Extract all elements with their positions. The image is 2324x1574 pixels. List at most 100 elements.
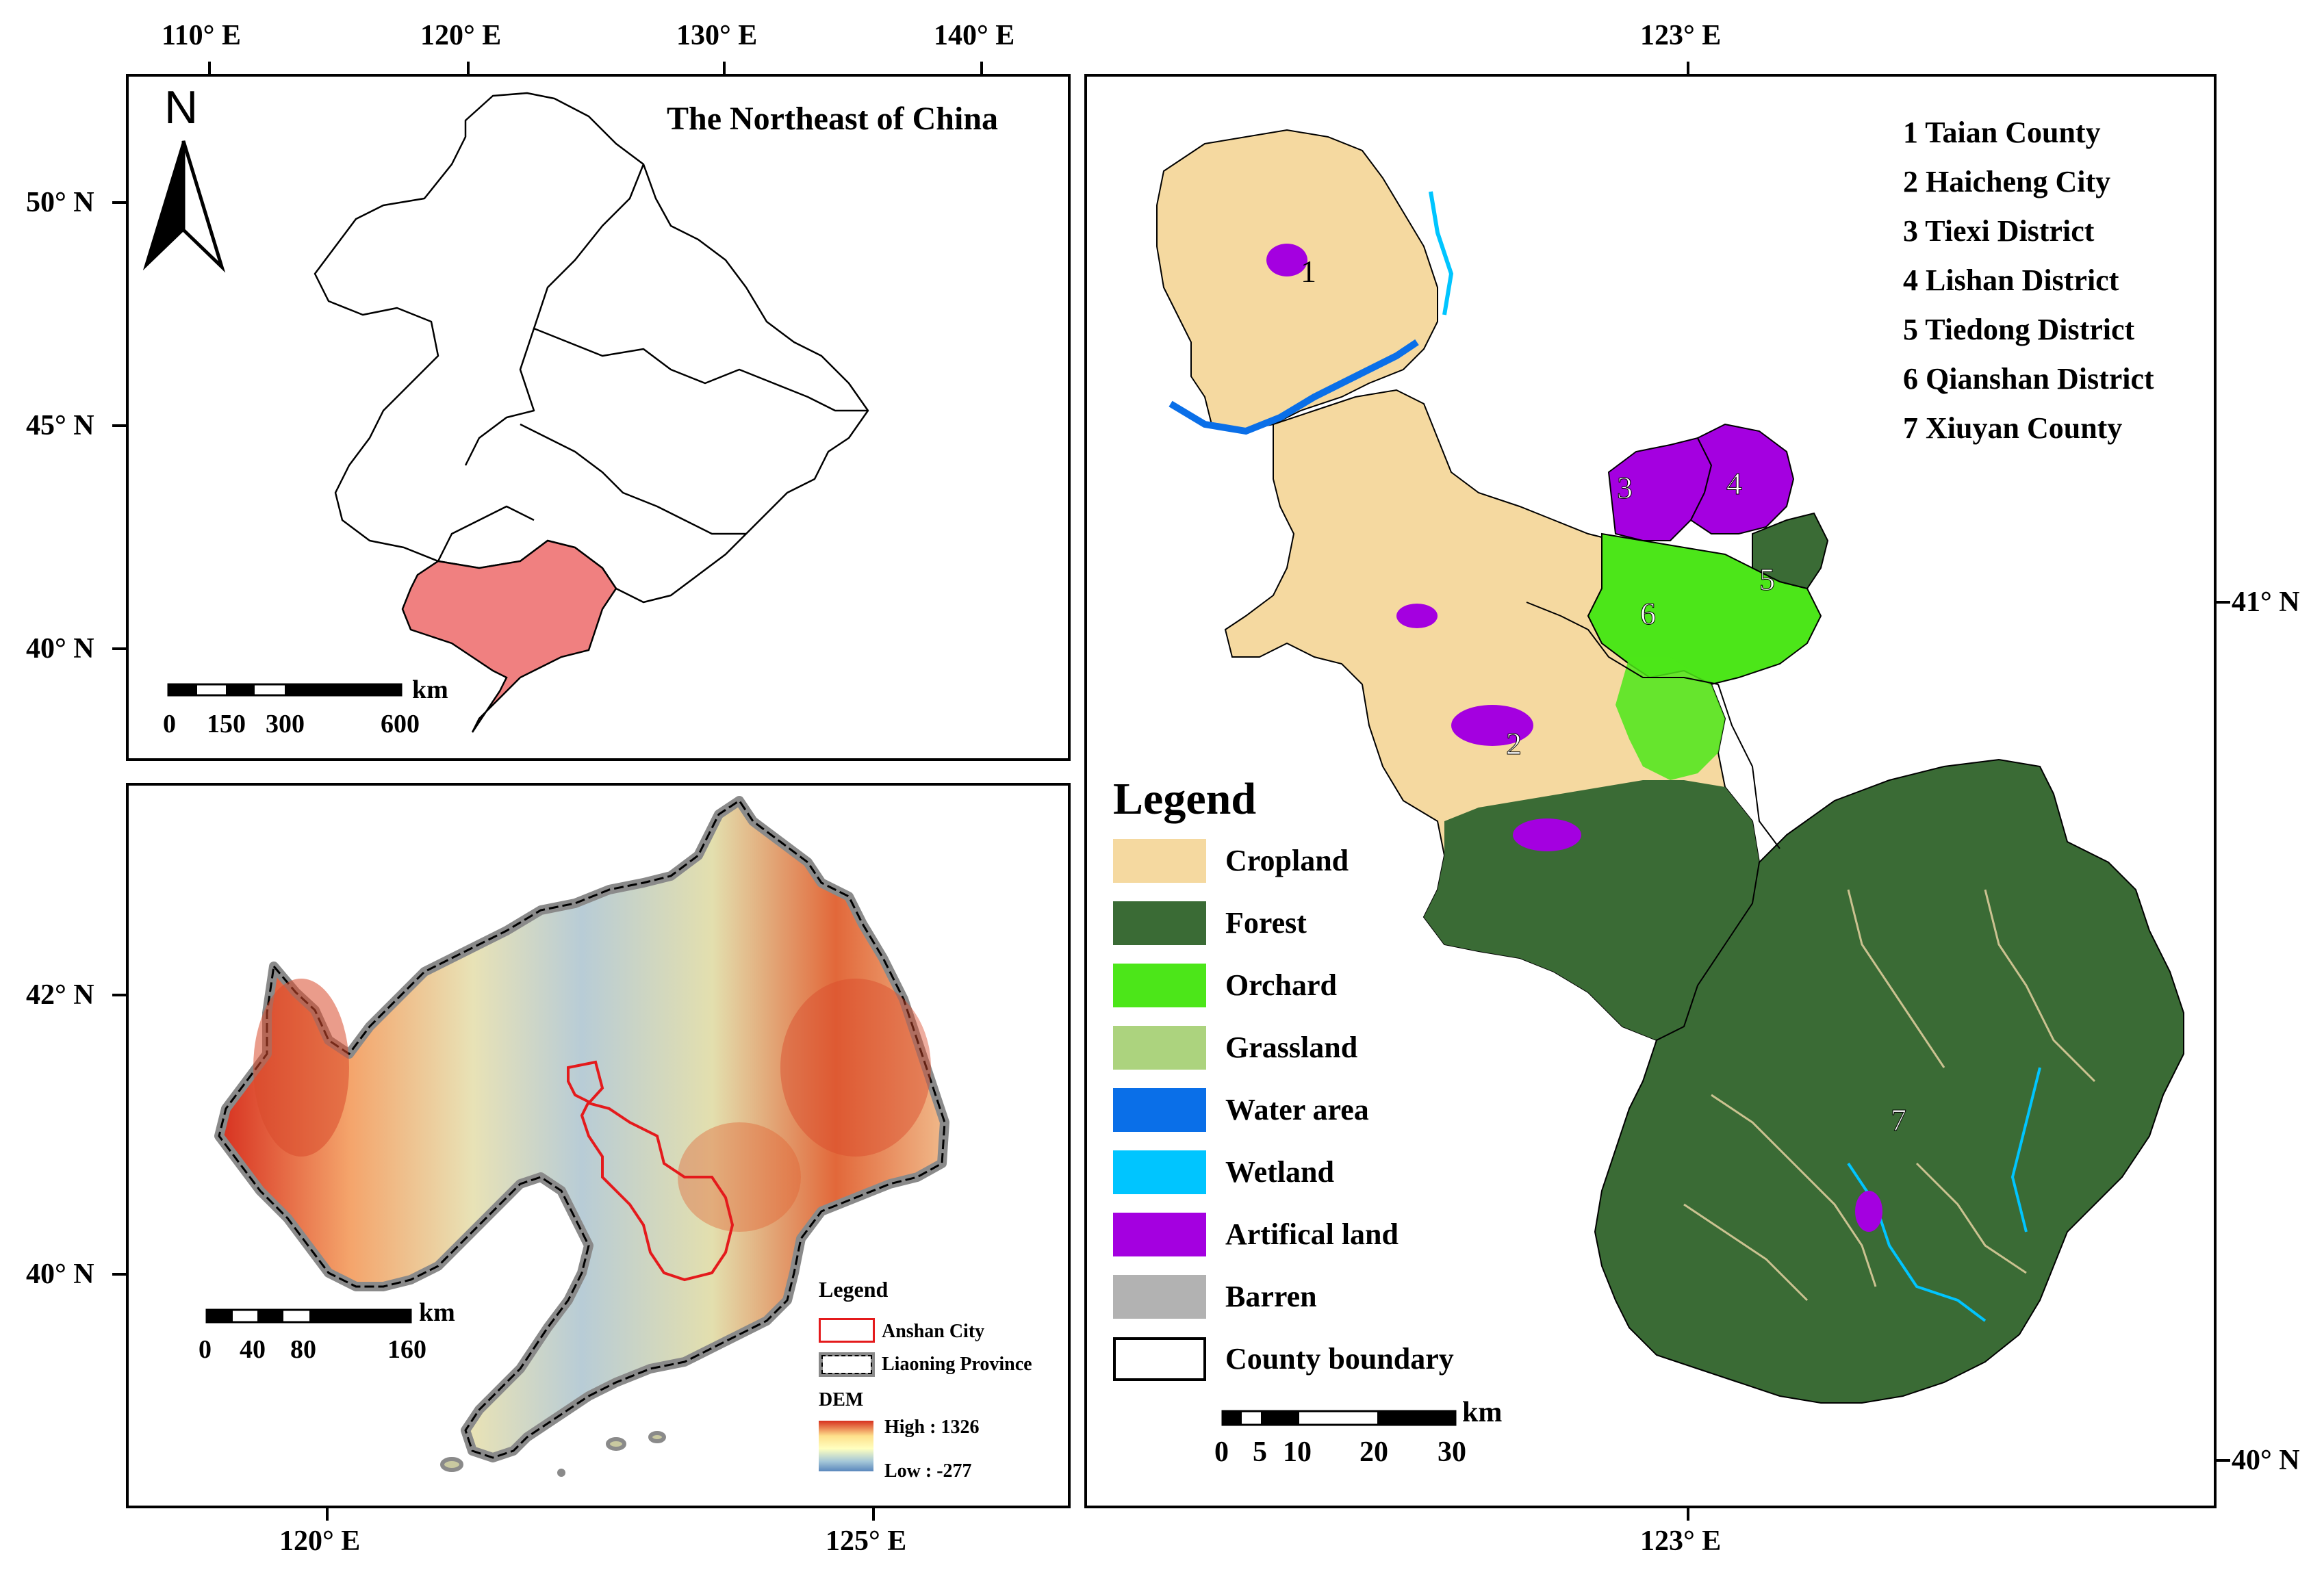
- tick-mark: [112, 424, 127, 427]
- county-list-item: 7 Xiuyan County: [1903, 411, 2123, 445]
- latitude-label: 50° N: [26, 187, 94, 218]
- latitude-label: 40° N: [26, 1259, 94, 1290]
- tick-mark: [872, 1507, 875, 1521]
- county-list-item: 2 Haicheng City: [1903, 165, 2111, 198]
- county-list: 1 Taian County 2 Haicheng City 3 Tiexi D…: [1903, 115, 2204, 457]
- scale-label: 160: [387, 1335, 426, 1364]
- panel-title: The Northeast of China: [667, 101, 999, 137]
- legend-row: Water area: [1113, 1088, 1537, 1139]
- scale-label: 10: [1283, 1436, 1312, 1468]
- scale-label: 30: [1438, 1436, 1466, 1468]
- legend-swatch: [1113, 901, 1206, 945]
- legend-label: Grassland: [1225, 1031, 1358, 1064]
- latitude-label: 40° N: [2232, 1445, 2300, 1476]
- county-number-marker: 4: [1726, 466, 1743, 502]
- scale-label: 300: [266, 710, 305, 738]
- scale-label: 5: [1253, 1436, 1267, 1468]
- county-list-item: 1 Taian County: [1903, 116, 2101, 149]
- scale-label: 20: [1359, 1436, 1388, 1468]
- scale-label: 0: [199, 1335, 212, 1364]
- legend-label: County boundary: [1225, 1342, 1454, 1376]
- dem-legend-title: DEM: [819, 1389, 864, 1410]
- landuse-legend: Legend Cropland Forest Orchard Grassland…: [1113, 773, 1551, 1389]
- legend-label: Forest: [1225, 906, 1307, 940]
- legend-swatch: [1113, 1150, 1206, 1194]
- legend-label: Artifical land: [1225, 1217, 1399, 1251]
- latitude-label: 42° N: [26, 979, 94, 1011]
- county-number-marker: 5: [1759, 562, 1776, 597]
- latitude-label: 40° N: [26, 633, 94, 665]
- longitude-label: 120° E: [420, 20, 502, 51]
- scale-label: 0: [1214, 1436, 1229, 1468]
- tick-mark: [112, 994, 127, 996]
- legend-row: Orchard: [1113, 964, 1537, 1014]
- north-label: N: [164, 81, 199, 133]
- legend-label: Anshan City: [882, 1321, 985, 1342]
- legend-label: Cropland: [1225, 844, 1349, 877]
- county-number-marker: 3: [1617, 470, 1633, 506]
- legend-swatch: [1113, 964, 1206, 1007]
- county-list-item: 6 Qianshan District: [1903, 362, 2154, 396]
- county-list-item: 4 Lishan District: [1903, 263, 2119, 297]
- legend-swatch: [1113, 839, 1206, 883]
- scale-label: 600: [381, 710, 420, 738]
- legend-row: Barren: [1113, 1275, 1537, 1326]
- scale-unit: km: [419, 1298, 455, 1327]
- county-number-marker: 2: [1506, 726, 1522, 762]
- legend-row: Forest: [1113, 901, 1537, 952]
- tick-mark: [112, 201, 127, 204]
- scale-label: 80: [290, 1335, 316, 1364]
- tick-mark: [980, 62, 983, 75]
- longitude-label: 140° E: [934, 20, 1015, 51]
- tick-mark: [2215, 1459, 2230, 1462]
- legend-label: Water area: [1225, 1093, 1369, 1126]
- legend-row: Artifical land: [1113, 1213, 1537, 1263]
- legend-title: Legend: [1113, 774, 1257, 824]
- longitude-label: 123° E: [1640, 1525, 1722, 1557]
- legend-row: Wetland: [1113, 1150, 1537, 1201]
- longitude-label: 110° E: [162, 20, 241, 51]
- anshan-boundary: [567, 1060, 735, 1282]
- longitude-label: 130° E: [676, 20, 758, 51]
- latitude-label: 45° N: [26, 410, 94, 441]
- longitude-label: 120° E: [279, 1525, 361, 1557]
- tick-mark: [208, 62, 211, 75]
- scale-label: 150: [207, 710, 246, 738]
- tick-mark: [1687, 1507, 1689, 1521]
- tick-mark: [1687, 62, 1689, 75]
- latitude-label: 41° N: [2232, 586, 2300, 618]
- county-number-marker: 6: [1640, 596, 1657, 632]
- dem-high-label: High : 1326: [884, 1417, 980, 1438]
- legend-swatch: [1113, 1275, 1206, 1319]
- tick-mark: [112, 1273, 127, 1276]
- scale-unit: km: [1462, 1397, 1503, 1428]
- county-list-item: 3 Tiexi District: [1903, 214, 2095, 248]
- tick-mark: [326, 1507, 329, 1521]
- legend-label: Liaoning Province: [882, 1354, 1032, 1375]
- legend-swatch: [1113, 1026, 1206, 1070]
- tick-mark: [467, 62, 470, 75]
- legend-title: Legend: [819, 1277, 889, 1302]
- legend-label: Orchard: [1225, 968, 1337, 1002]
- anshan-legend-swatch: [819, 1318, 875, 1343]
- legend-row: County boundary: [1113, 1337, 1537, 1388]
- scale-unit: km: [412, 675, 448, 704]
- county-number-marker: 7: [1891, 1102, 1907, 1138]
- longitude-label: 123° E: [1640, 20, 1722, 51]
- legend-row: Cropland: [1113, 839, 1537, 890]
- dem-low-label: Low : -277: [884, 1460, 972, 1482]
- legend-swatch: [1113, 1337, 1206, 1381]
- scale-label: 40: [240, 1335, 266, 1364]
- scale-label: 0: [163, 710, 176, 738]
- tick-mark: [2215, 601, 2230, 604]
- county-list-item: 5 Tiedong District: [1903, 313, 2135, 346]
- longitude-label: 125° E: [826, 1525, 907, 1557]
- tick-mark: [112, 647, 127, 650]
